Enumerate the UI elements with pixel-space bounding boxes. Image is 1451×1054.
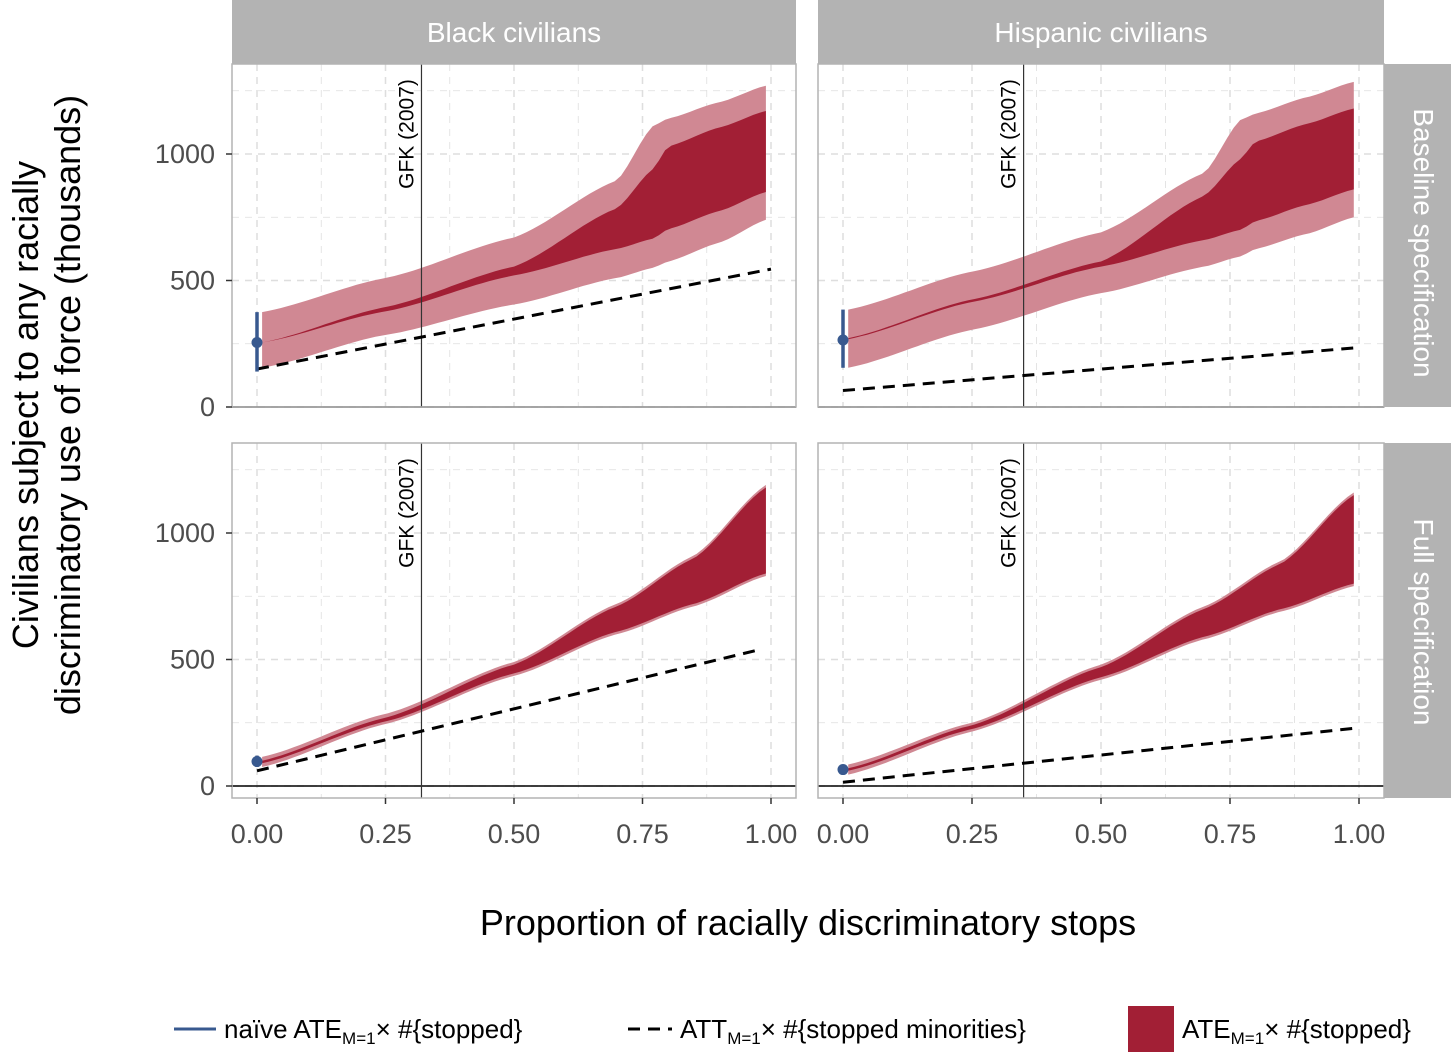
x-tick-label: 0.75	[1204, 819, 1257, 849]
panel-border	[231, 63, 797, 408]
gfk-label: GFK (2007)	[998, 79, 1021, 189]
y-axis-top: 0 500 1000	[155, 139, 232, 422]
x-tick-label: 0.25	[359, 819, 412, 849]
y-tick-label: 0	[200, 771, 215, 801]
y-tick-label: 500	[170, 266, 215, 296]
naive-point	[251, 755, 263, 767]
x-axis-left: 0.00 0.25 0.50 0.75 1.00	[231, 798, 798, 849]
column-label-black: Black civilians	[427, 17, 601, 48]
row-label-baseline: Baseline specification	[1408, 108, 1439, 377]
y-tick-label: 0	[200, 392, 215, 422]
x-tick-label: 0.25	[946, 819, 999, 849]
naive-point	[837, 764, 849, 776]
att-dashed-line	[256, 267, 772, 371]
row-strip-baseline: Baseline specification	[1384, 64, 1451, 407]
gfk-label: GFK (2007)	[395, 458, 418, 568]
x-tick-label: 1.00	[745, 819, 798, 849]
strip-background	[1384, 64, 1451, 407]
panel-black-full: GFK (2007)	[231, 442, 797, 799]
naive-point	[251, 336, 263, 348]
x-tick-label: 1.00	[1333, 819, 1386, 849]
x-axis-right: 0.00 0.25 0.50 0.75 1.00	[817, 798, 1386, 849]
y-axis-title-line2: discriminatory use of force (thousands)	[47, 95, 88, 715]
strip-background	[232, 0, 796, 64]
legend-label-ate: ATEM=1× #{stopped}	[1182, 1014, 1411, 1048]
ate-inner-band	[848, 108, 1354, 340]
att-dashed-line	[842, 726, 1360, 784]
x-tick-label: 0.00	[817, 819, 870, 849]
y-tick-label: 1000	[155, 518, 215, 548]
ate-inner-band	[262, 111, 766, 343]
legend-label-att: ATTM=1× #{stopped minorities}	[680, 1014, 1026, 1048]
y-tick-label: 1000	[155, 139, 215, 169]
att-dashed-line	[256, 647, 762, 773]
legend-key-ate-fill	[1128, 1006, 1174, 1052]
legend: naïve ATEM=1× #{stopped} ATTM=1× #{stopp…	[174, 1006, 1411, 1052]
att-dashed-line	[842, 346, 1360, 393]
legend-item-ate: ATEM=1× #{stopped}	[1128, 1006, 1411, 1052]
strip-background	[818, 0, 1384, 64]
naive-point	[837, 334, 849, 346]
panel-hispanic-full: GFK (2007)	[817, 442, 1385, 799]
strip-background	[1384, 443, 1451, 798]
y-axis-bottom: 0 500 1000	[155, 518, 232, 801]
column-label-hispanic: Hispanic civilians	[994, 17, 1207, 48]
row-label-full: Full specification	[1408, 519, 1439, 726]
x-tick-label: 0.00	[231, 819, 284, 849]
row-strip-full: Full specification	[1384, 443, 1451, 798]
panel-background	[818, 443, 1384, 798]
legend-label-naive: naïve ATEM=1× #{stopped}	[224, 1014, 523, 1048]
panel-black-baseline: GFK (2007)	[231, 63, 797, 408]
y-tick-label: 500	[170, 645, 215, 675]
panel-border	[817, 63, 1385, 408]
column-strip-hispanic: Hispanic civilians	[818, 0, 1384, 64]
y-axis-title-line1: Civilians subject to any racially	[5, 161, 46, 649]
panel-hispanic-baseline: GFK (2007)	[817, 63, 1385, 408]
ate-outer-band	[262, 85, 766, 368]
x-tick-label: 0.75	[616, 819, 669, 849]
gfk-label: GFK (2007)	[998, 458, 1021, 568]
legend-item-att: ATTM=1× #{stopped minorities}	[628, 1014, 1026, 1048]
legend-item-naive: naïve ATEM=1× #{stopped}	[174, 1014, 523, 1048]
gfk-label: GFK (2007)	[395, 79, 418, 189]
ate-outer-band	[848, 81, 1354, 368]
x-tick-label: 0.50	[1075, 819, 1128, 849]
column-strip-black: Black civilians	[232, 0, 796, 64]
x-axis-title: Proportion of racially discriminatory st…	[480, 902, 1136, 943]
x-tick-label: 0.50	[488, 819, 541, 849]
